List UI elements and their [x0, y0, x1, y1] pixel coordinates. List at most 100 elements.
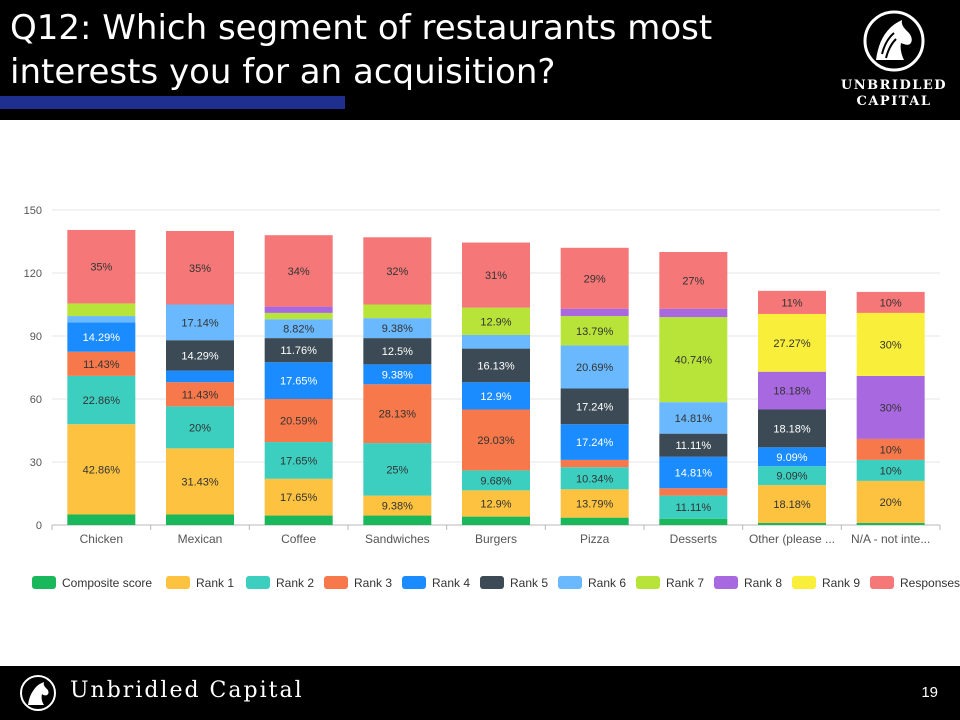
bar-segment [758, 371, 826, 410]
data-label: 14.81% [675, 413, 713, 425]
bar-segment [659, 433, 728, 457]
y-tick-label: 120 [24, 268, 42, 280]
legend-swatch [480, 576, 504, 589]
data-label: 17.65% [280, 376, 318, 388]
bar-segment [67, 316, 136, 323]
legend-label: Rank 3 [354, 576, 392, 590]
bar-segment [560, 345, 629, 389]
legend-swatch [870, 576, 894, 589]
data-label: 16.13% [477, 360, 515, 372]
bar-segment [462, 409, 530, 471]
logo-line-2: CAPITAL [856, 94, 932, 109]
data-label: 17.14% [181, 317, 219, 329]
bar-segment [363, 495, 432, 516]
data-label: 31% [485, 270, 507, 282]
bar-segment [166, 406, 234, 449]
bar-segment [856, 438, 925, 460]
bar-segment [560, 489, 629, 518]
data-label: 31.43% [181, 476, 219, 488]
data-label: 11% [781, 297, 802, 309]
legend-label: Composite score [62, 576, 152, 590]
data-label: 9.09% [776, 471, 807, 483]
legend-label: Responses [900, 576, 960, 590]
brand-logo: UNBRIDLED CAPITAL [838, 8, 950, 112]
data-label: 14.29% [83, 332, 121, 344]
bar-segment [659, 488, 728, 496]
bar-segment [560, 459, 629, 468]
data-label: 11.11% [675, 440, 711, 452]
bar-segment [659, 308, 728, 318]
bar-segment [462, 516, 530, 525]
data-label: 22.86% [83, 395, 121, 407]
bar-segment [166, 448, 234, 515]
data-label: 12.9% [480, 498, 511, 510]
data-label: 35% [189, 263, 211, 275]
bar-segment [462, 334, 530, 349]
bar-segment [856, 480, 925, 523]
data-label: 28.13% [379, 409, 417, 421]
data-label: 18.18% [773, 423, 811, 435]
stacked-bar-chart: 0 30 60 90 120 150 42.86% 22.86% 11.43% 14.29% 35%… [24, 205, 960, 590]
legend-swatch [402, 576, 426, 589]
data-label: 40.74% [675, 355, 713, 367]
data-label: 18.18% [773, 386, 811, 398]
bar-segment [67, 375, 136, 425]
x-tick-label: Sandwiches [365, 532, 430, 546]
bar-segment [462, 242, 530, 308]
bar-segment [560, 388, 629, 425]
bar-segment [264, 442, 333, 479]
bar-segment [560, 316, 629, 346]
bar-segment [659, 456, 728, 489]
bar-segment [67, 351, 136, 376]
title-underline-bar [0, 96, 345, 109]
bar-segment [264, 319, 333, 339]
bar-segment [363, 338, 432, 365]
bar-segment [856, 375, 925, 439]
bar-segment [363, 443, 432, 496]
bar-segment [659, 518, 728, 525]
bar-segment [67, 424, 136, 515]
data-label: 10% [880, 465, 902, 477]
bar-segment [166, 340, 234, 371]
data-label: 20% [189, 422, 211, 434]
bar-segment [758, 447, 826, 467]
data-label: 20% [880, 497, 902, 509]
data-label: 13.79% [576, 498, 614, 510]
bar-segment [758, 485, 826, 523]
bar-segment [560, 424, 629, 460]
legend-label: Rank 6 [588, 576, 626, 590]
legend-label: Rank 1 [196, 576, 234, 590]
y-tick-label: 60 [30, 394, 42, 406]
bar-segment [67, 322, 136, 352]
data-label: 17.65% [280, 492, 318, 504]
footer-horse-icon [20, 675, 56, 711]
data-label: 17.24% [576, 401, 614, 413]
bar-segment [462, 382, 530, 410]
legend-swatch [714, 576, 738, 589]
bar-segment [166, 370, 234, 383]
bar-segment [264, 362, 333, 399]
data-label: 9.38% [382, 323, 413, 335]
data-label: 10% [880, 444, 902, 456]
data-label: 14.81% [675, 468, 713, 480]
bar-segment [560, 308, 629, 317]
legend-label: Rank 4 [432, 576, 470, 590]
bar-segment [264, 478, 333, 516]
bar-segment [264, 515, 333, 525]
data-label: 11.76% [280, 345, 317, 357]
bar-segment [560, 247, 629, 309]
data-label: 25% [386, 464, 408, 476]
data-label: 32% [386, 266, 408, 278]
bar-segment [363, 515, 432, 525]
bar-segment [462, 307, 530, 335]
x-tick-label: Coffee [281, 532, 316, 546]
slide-header: Q12: Which segment of restaurants most i… [0, 0, 960, 120]
x-tick-label: Mexican [178, 532, 223, 546]
bar-segment [856, 291, 925, 313]
bar-segment [363, 237, 432, 305]
bar-segment [560, 467, 629, 490]
data-label: 42.86% [83, 464, 121, 476]
bar-segment [264, 399, 333, 443]
bar-segment [856, 522, 925, 525]
data-label: 12.9% [480, 391, 511, 403]
